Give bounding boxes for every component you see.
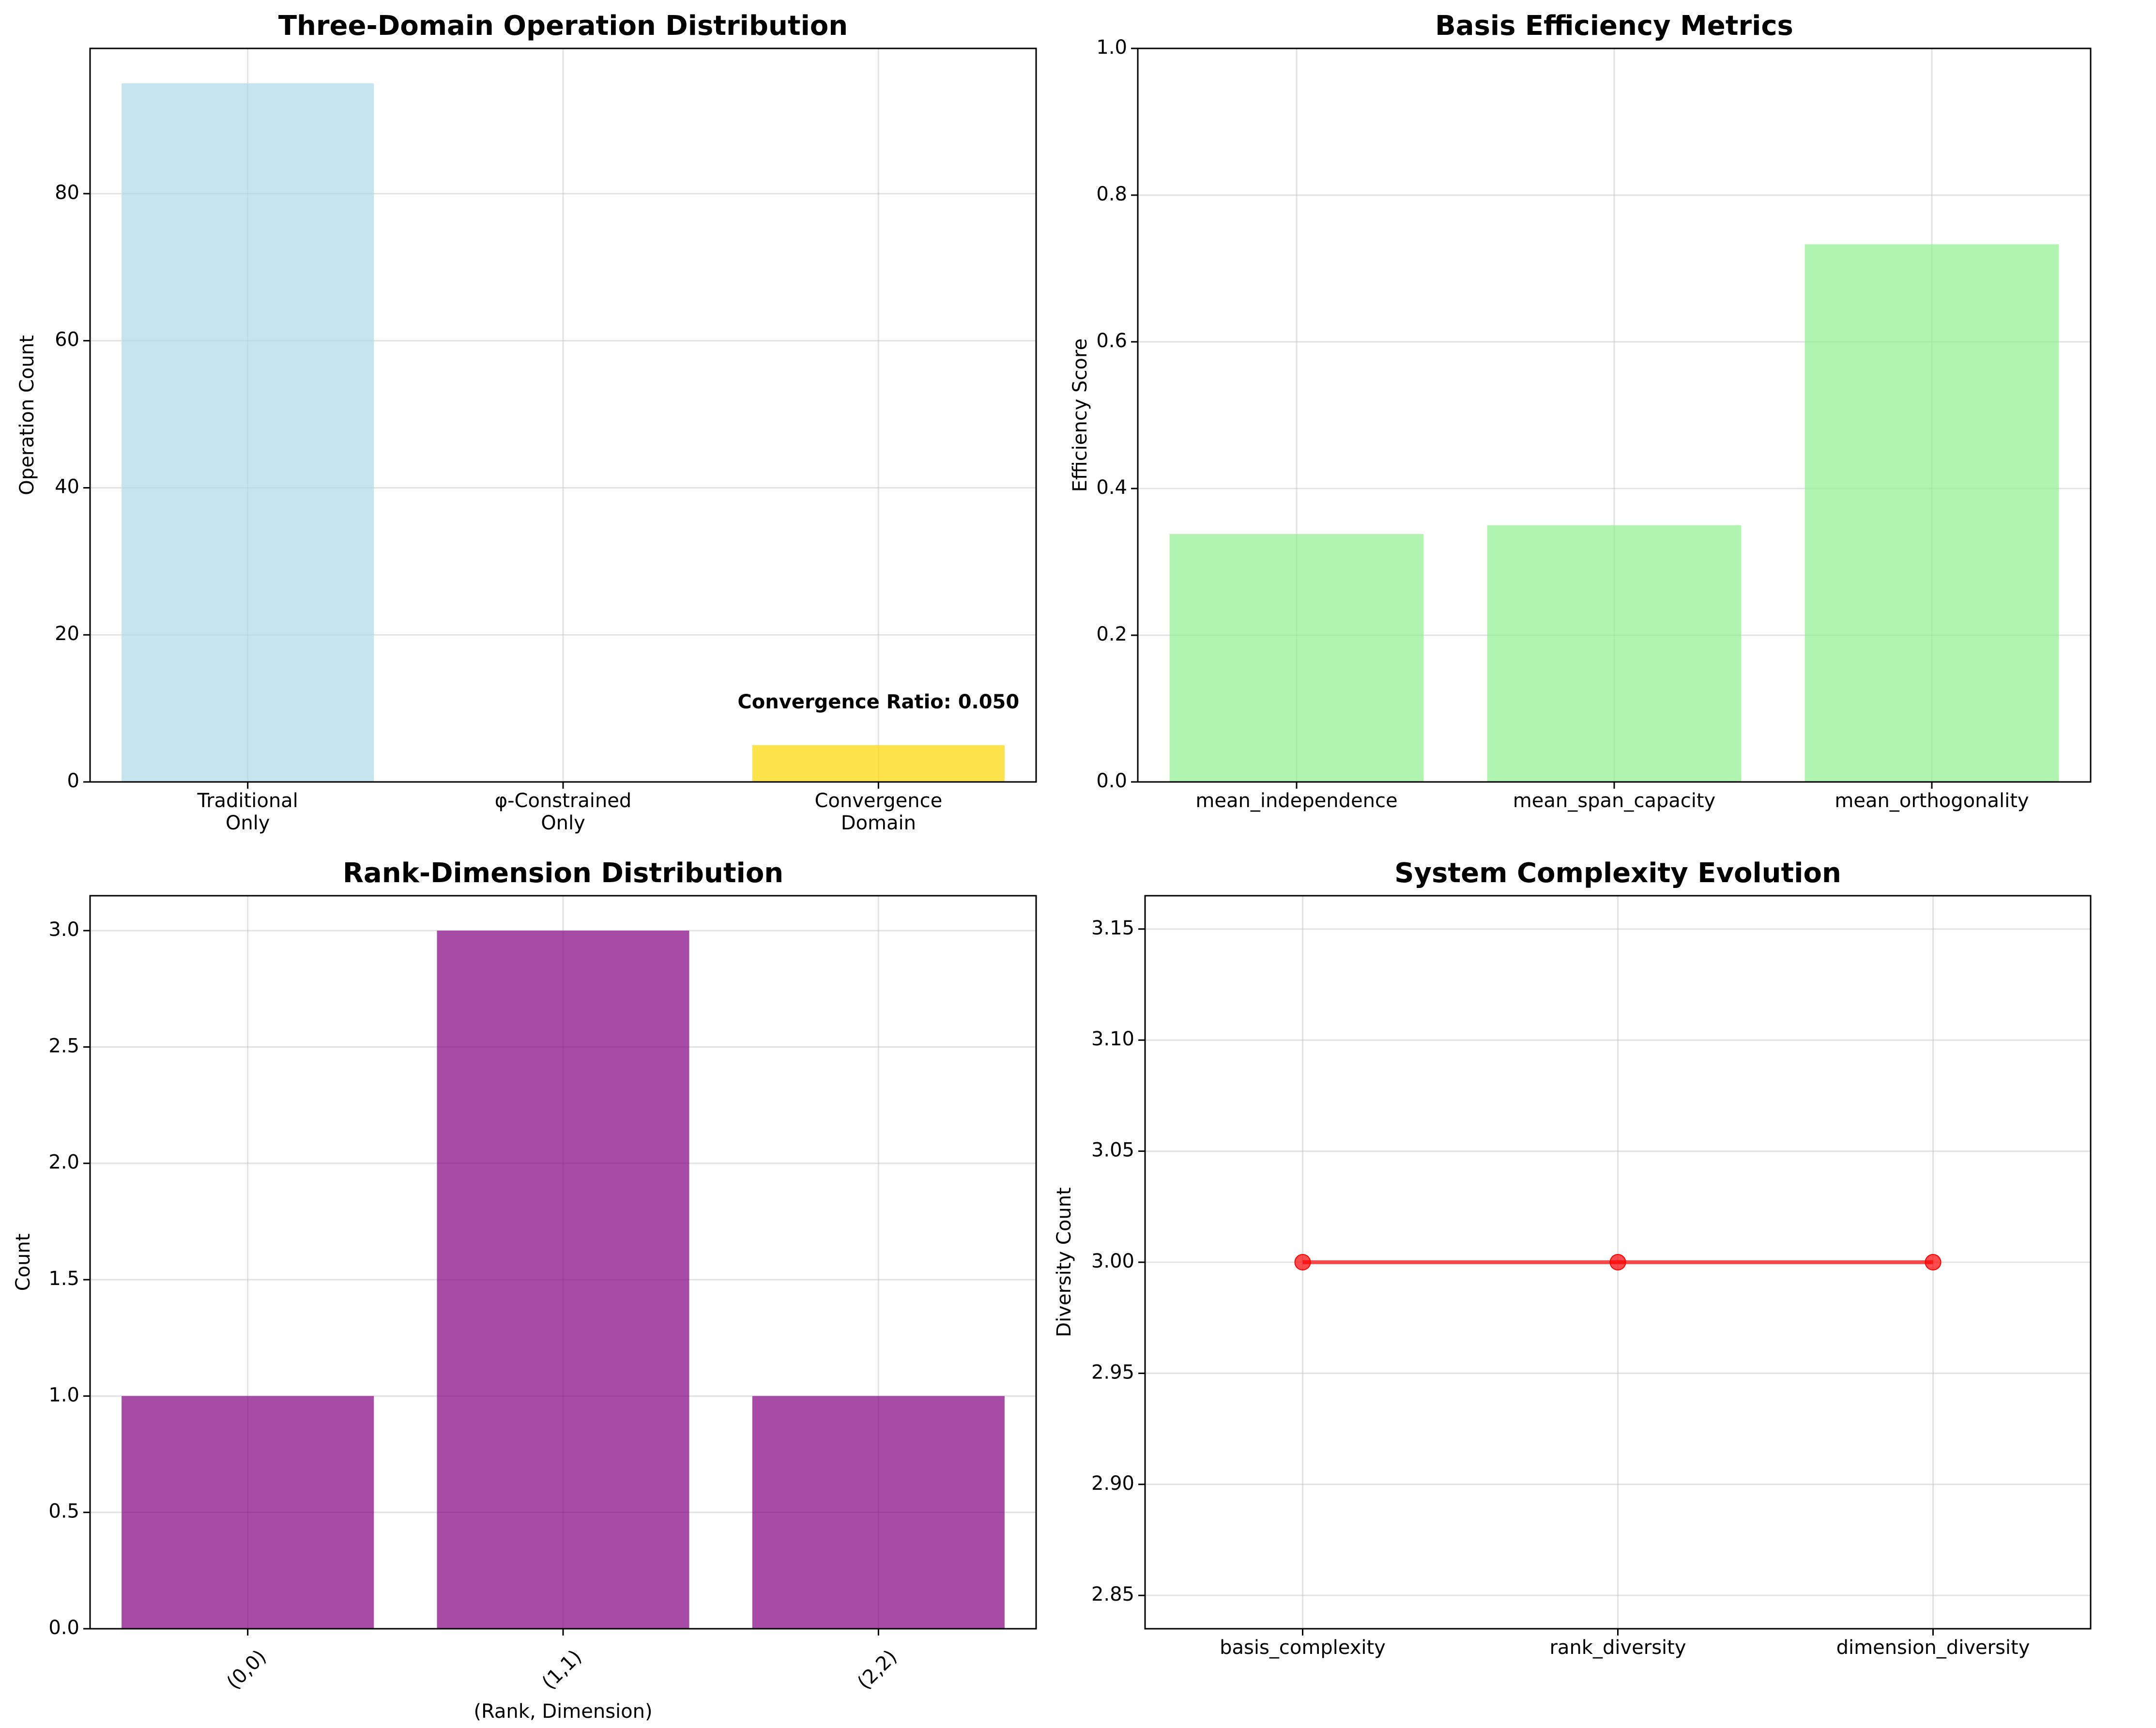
y-tick-label: 3.0 — [48, 918, 79, 941]
x-tick-label: basis_complexity — [1220, 1636, 1386, 1659]
x-axis-label: (Rank, Dimension) — [474, 1700, 652, 1723]
convergence-ratio-annotation: Convergence Ratio: 0.050 — [737, 691, 1019, 713]
bar — [437, 931, 689, 1629]
y-tick-label: 0.6 — [1096, 330, 1127, 352]
y-tick-label: 0.8 — [1096, 183, 1127, 205]
y-tick-label: 40 — [55, 475, 79, 498]
y-tick-label: 2.90 — [1091, 1472, 1134, 1495]
x-tick-label: rank_diversity — [1549, 1636, 1686, 1659]
y-tick-label: 2.0 — [48, 1151, 79, 1174]
y-tick-label: 2.5 — [48, 1035, 79, 1057]
y-tick-label: 20 — [55, 623, 79, 645]
y-tick-label: 0 — [67, 770, 79, 792]
y-tick-label: 80 — [55, 182, 79, 204]
y-tick-label: 3.15 — [1091, 917, 1134, 939]
x-tick-label: φ-Constrained Only — [495, 790, 632, 834]
data-point — [1609, 1254, 1626, 1270]
y-tick-label: 0.5 — [48, 1500, 79, 1523]
data-point — [1294, 1254, 1311, 1270]
y-tick-label: 3.00 — [1091, 1250, 1134, 1272]
bar — [122, 1396, 374, 1629]
bar — [1487, 525, 1742, 782]
chart-title: Basis Efficiency Metrics — [1435, 10, 1793, 42]
y-tick-label: 2.95 — [1091, 1361, 1134, 1383]
bar — [1169, 534, 1424, 782]
y-tick-label: 1.0 — [48, 1384, 79, 1406]
x-tick-label: mean_orthogonality — [1835, 790, 2029, 812]
y-tick-label: 2.85 — [1091, 1583, 1134, 1606]
y-axis-label: Operation Count — [16, 335, 38, 495]
x-tick-label: mean_span_capacity — [1513, 790, 1715, 812]
y-tick-label: 3.10 — [1091, 1028, 1134, 1050]
chart-title: Rank-Dimension Distribution — [343, 857, 783, 889]
data-point — [1925, 1254, 1942, 1270]
bar — [752, 745, 1005, 782]
y-axis-label: Efficiency Score — [1069, 338, 1091, 492]
y-tick-label: 3.05 — [1091, 1139, 1134, 1162]
bar — [1804, 244, 2059, 782]
y-axis-label: Count — [12, 1234, 34, 1291]
x-tick-label: Traditional Only — [197, 790, 298, 834]
y-tick-label: 0.2 — [1096, 623, 1127, 645]
y-tick-label: 0.4 — [1096, 476, 1127, 499]
bar — [752, 1396, 1005, 1629]
bar — [122, 83, 374, 782]
chart-title: System Complexity Evolution — [1394, 857, 1841, 889]
subplot-complexity-evolution: 2.85 2.90 2.95 3.00 3.05 3.10 3.15 basis_comple… — [1053, 857, 2092, 1659]
y-tick-label: 0.0 — [48, 1617, 79, 1639]
y-axis-label: Diversity Count — [1053, 1187, 1075, 1337]
y-tick-label: 1.0 — [1096, 36, 1127, 59]
subplot-rank-dimension: 0.00.51.01.52.02.53.0(0,0) (1,1) (2,2) Ran… — [12, 857, 1037, 1723]
subplot-domain-distribution: 0 20 40 60 80 Traditional Only φ-Constrained Onl… — [16, 10, 1037, 834]
y-tick-label: 60 — [55, 329, 79, 351]
x-tick-label: dimension_diversity — [1836, 1636, 2030, 1659]
y-tick-label: 0.0 — [1096, 770, 1127, 792]
chart-title: Three-Domain Operation Distribution — [278, 10, 848, 42]
subplot-basis-efficiency: 0.0 0.2 0.4 0.6 0.8 1.0 mean_independence mean_… — [1069, 10, 2092, 812]
x-tick-label: mean_independence — [1195, 790, 1397, 812]
x-tick-label: Convergence Domain — [814, 790, 942, 834]
y-tick-label: 1.5 — [48, 1268, 79, 1290]
